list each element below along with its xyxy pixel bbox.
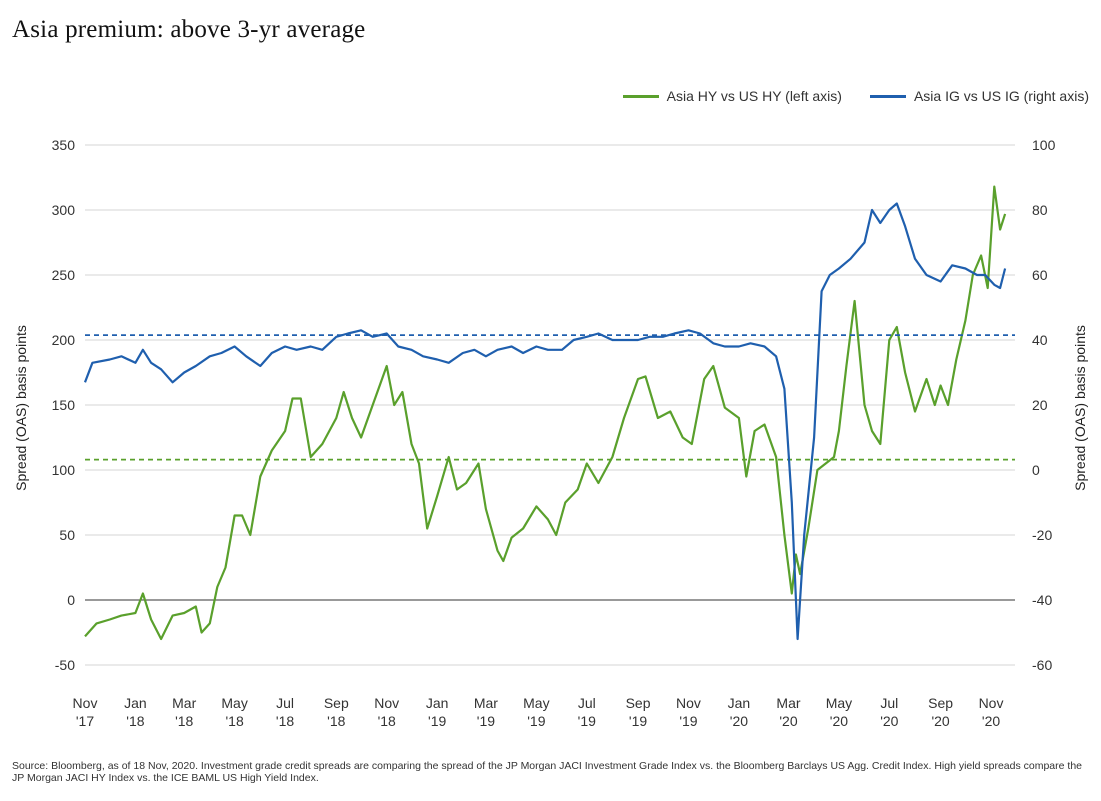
x-tick-label-year: '18 (175, 713, 193, 729)
y-tick-right: 80 (1032, 202, 1048, 218)
x-tick-label-year: '18 (126, 713, 144, 729)
y-tick-right: 40 (1032, 332, 1048, 348)
x-tick-label: May (523, 695, 549, 711)
y-tick-left: 250 (52, 267, 76, 283)
source-note: Source: Bloomberg, as of 18 Nov, 2020. I… (12, 760, 1083, 784)
y-tick-right: 100 (1032, 137, 1056, 153)
ig-series-line (83, 202, 1007, 641)
x-tick-label-year: '17 (76, 713, 94, 729)
y-tick-left: 150 (52, 397, 76, 413)
y-tick-left: 0 (67, 592, 75, 608)
x-tick-label-year: '18 (226, 713, 244, 729)
x-tick-label: Jan (426, 695, 449, 711)
x-tick-label: Nov (73, 695, 98, 711)
x-tick-label-year: '19 (629, 713, 647, 729)
x-tick-label: Mar (172, 695, 196, 711)
x-tick-label: Jan (124, 695, 147, 711)
x-tick-label-year: '19 (428, 713, 446, 729)
y-tick-left: 350 (52, 137, 76, 153)
y-tick-right: 60 (1032, 267, 1048, 283)
x-tick-label: Mar (474, 695, 498, 711)
x-tick-label-year: '18 (276, 713, 294, 729)
y-tick-right: -60 (1032, 657, 1052, 673)
x-tick-label: Jul (276, 695, 294, 711)
x-tick-label-year: '20 (779, 713, 797, 729)
y-tick-left: 300 (52, 202, 76, 218)
y-tick-right: -20 (1032, 527, 1052, 543)
hy-series-line (84, 185, 1007, 641)
x-tick-label-year: '19 (578, 713, 596, 729)
legend-label-hy: Asia HY vs US HY (left axis) (666, 88, 842, 104)
x-tick-label-year: '18 (378, 713, 396, 729)
legend-item-ig: Asia IG vs US IG (right axis) (869, 88, 1089, 104)
y-tick-left: 100 (52, 462, 76, 478)
x-tick-label: May (826, 695, 852, 711)
x-tick-label-year: '20 (730, 713, 748, 729)
x-tick-label-year: '20 (931, 713, 949, 729)
x-tick-label: Sep (928, 695, 953, 711)
x-tick-label: Nov (979, 695, 1004, 711)
x-tick-label: Jul (578, 695, 596, 711)
legend-swatch-hy (622, 94, 659, 98)
legend-item-hy: Asia HY vs US HY (left axis) (622, 88, 842, 104)
legend-swatch-ig (869, 94, 906, 98)
y-tick-left: 50 (59, 527, 75, 543)
x-tick-label-year: '20 (830, 713, 848, 729)
x-tick-label-year: '20 (880, 713, 898, 729)
y-tick-right: 20 (1032, 397, 1048, 413)
x-tick-label-year: '19 (477, 713, 495, 729)
y-tick-left: 200 (52, 332, 76, 348)
legend: Asia HY vs US HY (left axis) Asia IG vs … (622, 88, 1089, 104)
x-tick-label: Jan (728, 695, 751, 711)
y-tick-right: -40 (1032, 592, 1052, 608)
y-tick-left: -50 (55, 657, 75, 673)
x-tick-label: Nov (676, 695, 701, 711)
x-tick-label-year: '19 (527, 713, 545, 729)
x-tick-label-year: '19 (679, 713, 697, 729)
x-tick-label: Jul (880, 695, 898, 711)
legend-label-ig: Asia IG vs US IG (right axis) (913, 88, 1089, 104)
x-tick-label: Sep (324, 695, 349, 711)
x-tick-label: Sep (626, 695, 651, 711)
y-tick-right: 0 (1032, 462, 1040, 478)
x-tick-label-year: '18 (327, 713, 345, 729)
chart-title: Asia premium: above 3-yr average (12, 16, 366, 43)
x-tick-label: May (221, 695, 247, 711)
x-tick-label: Nov (374, 695, 399, 711)
x-tick-label: Mar (776, 695, 800, 711)
x-tick-label-year: '20 (982, 713, 1000, 729)
